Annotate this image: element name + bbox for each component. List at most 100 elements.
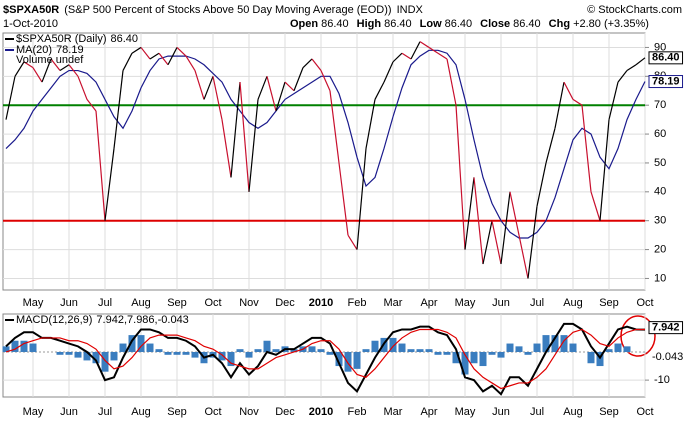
price-segment [509, 191, 520, 236]
x-tick-label: Oct [636, 297, 653, 309]
histogram-bar [146, 343, 154, 352]
price-segment [572, 98, 583, 106]
price-segment [356, 148, 367, 250]
histogram-bar [119, 343, 127, 352]
price-segment [626, 64, 637, 72]
histogram-bar [182, 351, 190, 355]
histogram-bar [434, 351, 442, 355]
price-segment [131, 46, 142, 54]
price-segment [383, 61, 394, 83]
price-segment [149, 52, 160, 60]
quote-label: Low [420, 18, 442, 30]
price-segment [518, 235, 529, 279]
histogram-bar [398, 343, 406, 352]
histogram-bar [461, 351, 469, 375]
price-segment [437, 52, 448, 60]
price-segment [185, 55, 196, 71]
price-segment [608, 81, 619, 120]
histogram-bar [524, 351, 532, 355]
y-tick-label: 90 [654, 41, 666, 53]
price-segment [302, 58, 313, 69]
histogram-bar [452, 351, 460, 364]
x-tick-label: Mar [384, 406, 403, 418]
histogram-bar [497, 351, 505, 358]
x-tick-label: 2010 [309, 297, 333, 309]
price-segment [473, 177, 484, 265]
histogram-bar [371, 340, 379, 352]
price-segment [203, 76, 214, 100]
price-segment [536, 162, 547, 207]
price-segment [5, 76, 16, 120]
histogram-bar [74, 351, 82, 358]
price-segment [446, 58, 457, 106]
price-segment [500, 191, 511, 265]
histogram-bar [245, 351, 253, 358]
histogram-bar [344, 351, 352, 372]
legend-value: -0.043 [158, 314, 189, 326]
price-segment [401, 52, 412, 60]
index-name: (S&P 500 Percent of Stocks Above 50 Day … [64, 4, 391, 16]
x-tick-label: Sep [599, 406, 619, 418]
price-segment [563, 81, 574, 100]
price-segment [428, 46, 439, 54]
price-segment [14, 61, 25, 77]
histogram-bar [317, 349, 325, 352]
price-segment [77, 76, 88, 100]
price-segment [320, 70, 331, 91]
x-tick-label: Jun [492, 297, 510, 309]
price-segment [338, 162, 349, 236]
histogram-bar [173, 351, 181, 355]
price-segment [482, 220, 493, 265]
histogram-bar [11, 340, 19, 352]
price-segment [95, 110, 106, 221]
price-segment [86, 99, 97, 112]
x-tick-label: Sep [167, 297, 187, 309]
histogram-bar [551, 335, 559, 352]
ma-line [5, 49, 646, 239]
x-tick-label: Oct [636, 406, 653, 418]
price-segment [365, 99, 376, 149]
legend-label: $SPXA50R (Daily) [16, 33, 106, 45]
x-tick-label: Jul [98, 297, 112, 309]
price-segment [140, 47, 151, 60]
histogram-bar [515, 346, 523, 352]
histogram-bar [137, 335, 145, 352]
x-tick-label: May [455, 406, 476, 418]
legend-separator: , [124, 314, 127, 326]
legend-separator: , [155, 314, 158, 326]
x-tick-label: Dec [275, 297, 295, 309]
histogram-bar [236, 349, 244, 352]
y-tick-label: 50 [654, 157, 666, 169]
macd-tag-box [648, 321, 684, 335]
price-segment [464, 177, 475, 250]
x-tick-label: 2010 [309, 406, 333, 418]
histogram-bar [614, 343, 622, 352]
histogram-bar [155, 349, 163, 352]
macd-line [5, 328, 646, 390]
price-segment [167, 47, 178, 66]
x-tick-label: Nov [239, 297, 259, 309]
price-segment [419, 41, 430, 48]
x-tick-label: May [455, 297, 476, 309]
histogram-bar [533, 343, 541, 352]
histogram-bar [29, 343, 37, 352]
histogram-bar [110, 351, 118, 361]
histogram-bar [326, 351, 334, 355]
y-tick-label: 70 [654, 99, 666, 111]
price-segment [194, 70, 205, 100]
y-tick-label: -10 [654, 374, 670, 386]
histogram-bar [227, 351, 235, 367]
quote-value: 86.40 [384, 18, 412, 30]
exchange: INDX [397, 4, 424, 16]
histogram-bar [308, 346, 316, 352]
histogram-bar [92, 351, 100, 364]
histogram-bar [218, 351, 226, 361]
histogram-bar [389, 337, 397, 352]
price-segment [257, 76, 268, 100]
histogram-bar [623, 346, 631, 352]
ma-tag-box [648, 75, 684, 89]
y-tick-label: 40 [654, 186, 666, 198]
price-segment [374, 81, 385, 100]
histogram-bar [569, 343, 577, 352]
